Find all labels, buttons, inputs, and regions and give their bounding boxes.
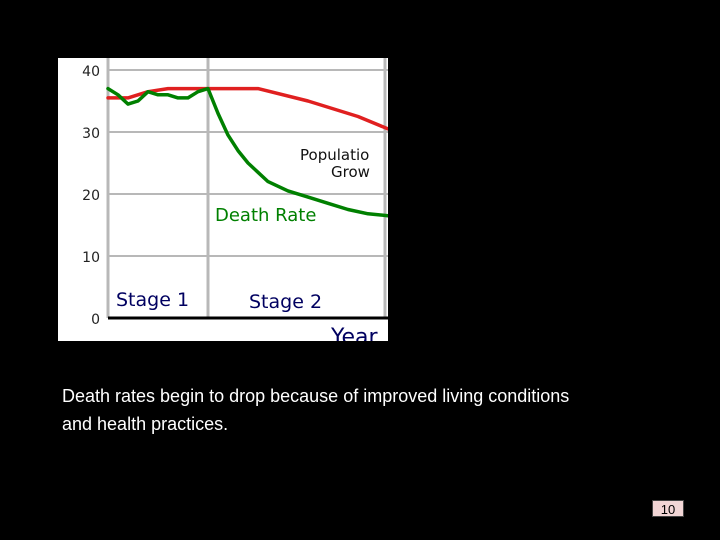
population-growth-label-line2: Grow [331,163,370,181]
page-number: 10 [652,500,684,517]
demographic-transition-chart: 0 10 20 30 40 Death Rate Populatio Grow Stage 1 S… [58,58,388,341]
y-tick-label: 20 [82,188,100,204]
birth-rate-line [106,86,388,131]
y-tick-label: 40 [82,64,100,80]
death-rate-label: Death Rate [215,205,316,226]
x-axis-label: Year [330,325,379,341]
stage-2-label: Stage 2 [249,291,322,313]
population-growth-label-line1: Populatio [300,146,369,164]
y-tick-label: 30 [82,126,100,142]
y-tick-label: 10 [82,250,100,266]
caption-line-2: and health practices. [62,414,229,434]
death-rate-line [106,86,388,218]
y-tick-label: 0 [91,312,100,328]
caption-line-1: Death rates begin to drop because of imp… [62,386,570,406]
stage-1-label: Stage 1 [116,289,189,311]
slide-caption: Death rates begin to drop because of imp… [62,382,712,438]
